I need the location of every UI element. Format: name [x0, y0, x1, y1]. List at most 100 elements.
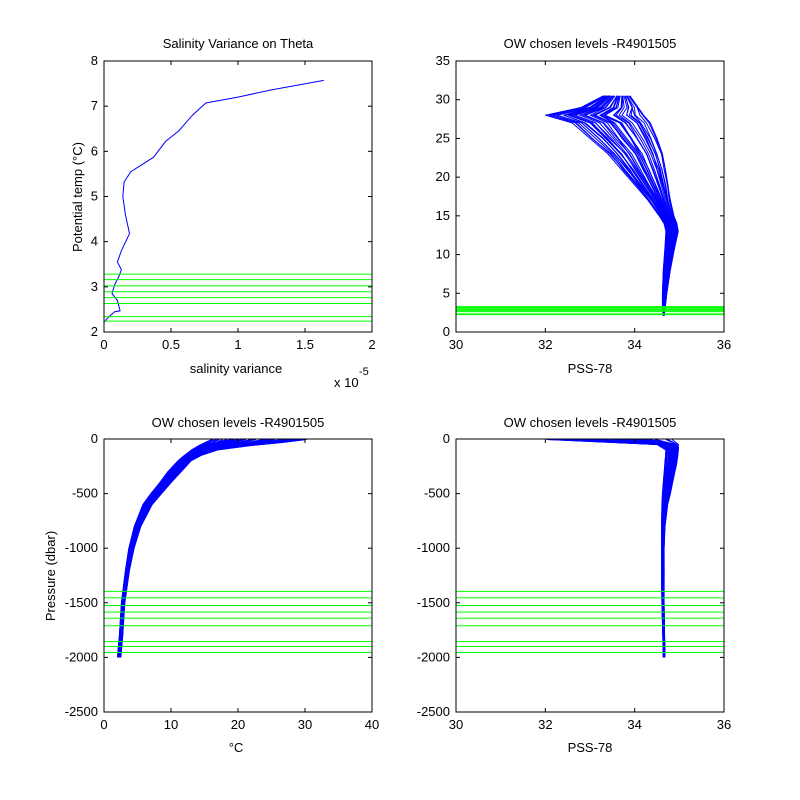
profile-line — [119, 439, 292, 658]
profile-line — [554, 439, 668, 658]
y-axis-label: Pressure (dbar) — [43, 531, 58, 621]
profile-line — [120, 439, 301, 658]
y-tick-label: 2 — [91, 324, 98, 339]
axes-box — [103, 438, 373, 713]
y-tick-label: 0 — [91, 431, 98, 446]
profile-line — [579, 439, 670, 658]
y-tick-label: -1000 — [417, 540, 450, 555]
x-tick-label: 1.5 — [296, 337, 314, 352]
profile-line — [580, 439, 670, 658]
x-axis-label: PSS-78 — [568, 740, 613, 755]
y-tick-label: 5 — [443, 285, 450, 300]
profile-line — [118, 439, 270, 658]
profile-line — [119, 439, 298, 658]
profile-line — [555, 95, 669, 316]
x-tick-label: 36 — [717, 337, 731, 352]
profile-line — [118, 439, 247, 658]
profile-line — [118, 439, 266, 658]
y-tick-label: -2500 — [65, 704, 98, 719]
y-axis-label: Potential temp (°C) — [70, 142, 85, 252]
x-tick-label: 20 — [231, 717, 245, 732]
y-tick-label: 35 — [436, 53, 450, 68]
chart-title: OW chosen levels -R4901505 — [504, 415, 677, 430]
x-axis-label: salinity variance — [190, 361, 283, 376]
profile-line — [118, 439, 271, 658]
x-tick-label: 1 — [234, 337, 241, 352]
x-tick-label: 34 — [627, 717, 641, 732]
x-tick-label: 2 — [368, 337, 375, 352]
x-axis-label: PSS-78 — [568, 361, 613, 376]
profile-line — [119, 439, 283, 658]
profile-line — [119, 439, 285, 658]
profile-line — [119, 439, 275, 658]
profile-line — [548, 439, 667, 658]
y-tick-label: 4 — [91, 234, 98, 249]
profile-line — [118, 439, 274, 658]
x-tick-label: 32 — [538, 717, 552, 732]
y-tick-label: -500 — [424, 486, 450, 501]
profile-line — [556, 439, 668, 658]
profile-line — [120, 439, 301, 658]
x-tick-label: 32 — [538, 337, 552, 352]
y-tick-label: 30 — [436, 92, 450, 107]
y-tick-label: 10 — [436, 247, 450, 262]
profile-line — [592, 439, 671, 658]
chart-title: OW chosen levels -R4901505 — [152, 415, 325, 430]
x-tick-label: 0 — [100, 337, 107, 352]
y-tick-label: -1500 — [417, 595, 450, 610]
y-tick-label: 0 — [443, 324, 450, 339]
plot-area — [104, 79, 372, 323]
salinity-variance-panel: Salinity Variance on Theta salinity vari… — [70, 36, 376, 390]
profile-line — [118, 439, 252, 658]
pressure-salinity-panel: OW chosen levels -R4901505 PSS-78 30 32 34… — [417, 415, 731, 755]
y-tick-label: 3 — [91, 279, 98, 294]
pressure-temperature-panel: OW chosen levels -R4901505 °C Pressure (… — [43, 415, 379, 755]
profile-line — [119, 439, 293, 658]
profile-line — [552, 439, 668, 658]
profile-line — [118, 439, 257, 658]
x-exponent-label: x 10 — [334, 375, 359, 390]
profile-line — [118, 439, 253, 658]
y-tick-label: 25 — [436, 130, 450, 145]
profile-line — [545, 95, 667, 316]
y-tick-label: 6 — [91, 143, 98, 158]
profile-line — [564, 439, 669, 658]
theta-salinity-panel: OW chosen levels -R4901505 PSS-78 30 32 34… — [436, 36, 732, 376]
plot-area — [456, 439, 724, 658]
axes-box — [455, 60, 725, 333]
profile-line — [595, 439, 672, 658]
axes-box — [455, 438, 725, 713]
x-tick-label: 40 — [365, 717, 379, 732]
profile-line — [598, 439, 672, 658]
x-exponent: -5 — [359, 366, 369, 378]
plot-area — [104, 439, 372, 658]
x-tick-label: 0.5 — [162, 337, 180, 352]
x-tick-label: 10 — [164, 717, 178, 732]
profile-line — [581, 439, 670, 658]
profile-line — [663, 439, 679, 658]
chart-title: OW chosen levels -R4901505 — [504, 36, 677, 51]
x-tick-label: 30 — [298, 717, 312, 732]
x-tick-label: 30 — [449, 717, 463, 732]
y-tick-label: -1500 — [65, 595, 98, 610]
plot-area — [456, 95, 724, 316]
x-tick-label: 0 — [100, 717, 107, 732]
x-tick-label: 34 — [627, 337, 641, 352]
profile-line — [119, 439, 285, 658]
profile-line — [558, 439, 669, 658]
profile-line — [119, 439, 284, 658]
profile-line — [572, 439, 670, 658]
y-tick-label: -1000 — [65, 540, 98, 555]
y-tick-label: -2500 — [417, 704, 450, 719]
profile-line — [118, 439, 265, 658]
x-exponent-base: x 10 — [334, 375, 359, 390]
series-line — [104, 79, 324, 323]
profile-line — [582, 439, 670, 658]
y-tick-label: 8 — [91, 53, 98, 68]
chart-title: Salinity Variance on Theta — [163, 36, 314, 51]
y-tick-label: 0 — [443, 431, 450, 446]
y-tick-label: -2000 — [65, 649, 98, 664]
y-tick-label: 7 — [91, 98, 98, 113]
x-tick-label: 30 — [449, 337, 463, 352]
